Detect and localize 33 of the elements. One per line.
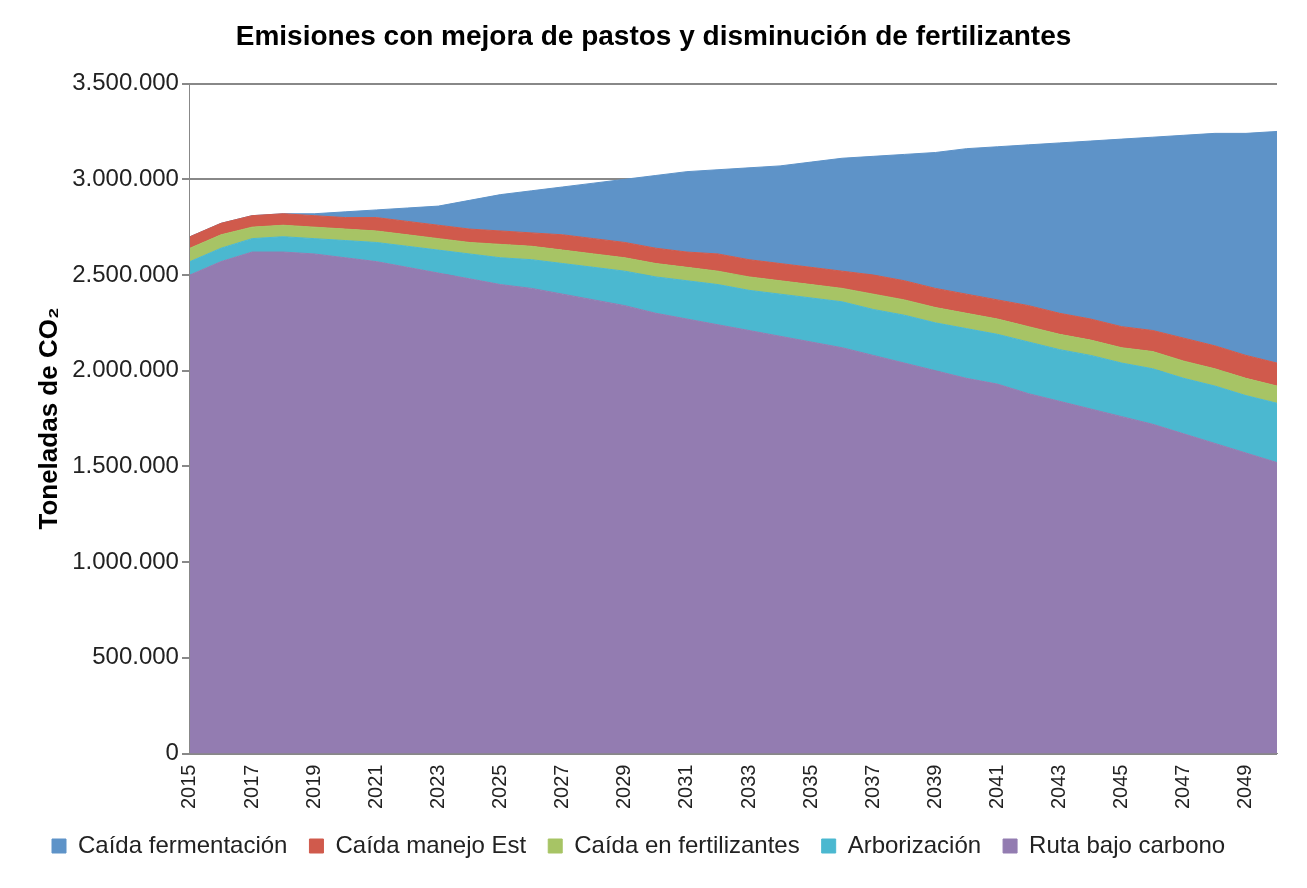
x-tick-label: 2035 bbox=[798, 764, 821, 810]
x-tick-label: 2041 bbox=[984, 764, 1007, 810]
legend-label: Ruta bajo carbono bbox=[1029, 830, 1226, 858]
y-tick-label: 2.000.000 bbox=[72, 355, 179, 383]
x-tick-label: 2019 bbox=[301, 764, 324, 810]
legend-label: Caída manejo Est bbox=[335, 830, 527, 858]
x-tick-label: 2045 bbox=[1109, 764, 1132, 810]
legend-label: Caída en fertilizantes bbox=[574, 830, 800, 858]
x-tick-label: 2027 bbox=[550, 764, 573, 810]
y-tick-label: 1.000.000 bbox=[72, 546, 179, 574]
x-tick-label: 2017 bbox=[239, 764, 262, 810]
x-tick-label: 2021 bbox=[363, 764, 386, 810]
x-tick-label: 2033 bbox=[736, 764, 759, 810]
x-tick-label: 2025 bbox=[488, 764, 511, 810]
x-tick-label: 2029 bbox=[612, 764, 635, 810]
legend-label: Arborización bbox=[847, 830, 982, 858]
x-tick-label: 2039 bbox=[922, 764, 945, 810]
y-tick-label: 1.500.000 bbox=[72, 451, 179, 479]
x-tick-label: 2043 bbox=[1047, 764, 1070, 810]
y-tick-label: 500.000 bbox=[92, 642, 179, 670]
x-tick-label: 2015 bbox=[177, 764, 200, 810]
y-tick-label: 0 bbox=[165, 738, 179, 766]
chart-title: Emisiones con mejora de pastos y disminución de fertilizantes bbox=[235, 19, 1072, 51]
x-tick-label: 2023 bbox=[425, 764, 448, 810]
y-tick-label: 2.500.000 bbox=[72, 259, 179, 287]
y-tick-label: 3.500.000 bbox=[72, 68, 179, 96]
x-tick-label: 2047 bbox=[1171, 764, 1194, 810]
y-axis-title: Toneladas de CO₂ bbox=[32, 307, 63, 530]
legend-label: Caída fermentación bbox=[78, 830, 288, 858]
y-tick-label: 3.000.000 bbox=[72, 163, 179, 191]
x-tick-label: 2037 bbox=[860, 764, 883, 810]
x-tick-label: 2031 bbox=[674, 764, 697, 810]
x-tick-label: 2049 bbox=[1233, 764, 1256, 810]
